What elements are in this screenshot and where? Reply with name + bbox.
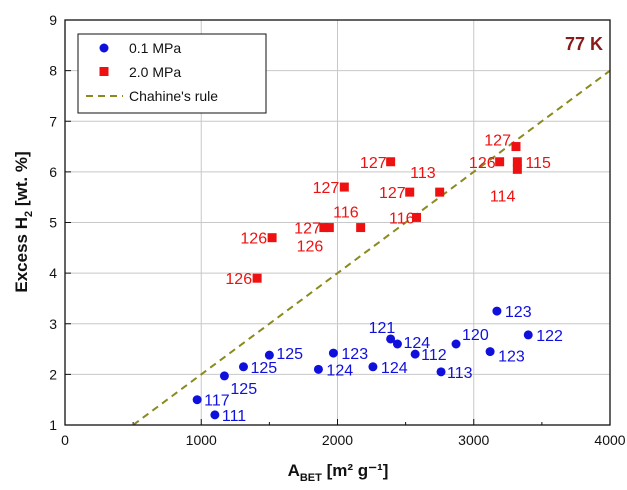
point-2.0mpa (386, 157, 396, 167)
point-label-0.1mpa: 122 (536, 328, 563, 345)
point-label-0.1mpa: 123 (498, 349, 525, 366)
y-tick-label: 8 (49, 63, 57, 79)
point-2.0mpa (252, 273, 262, 283)
point-0.1mpa (410, 349, 420, 359)
point-2.0mpa (435, 187, 445, 197)
point-0.1mpa (436, 367, 446, 377)
legend: 0.1 MPa 2.0 MPa Chahine's rule (77, 33, 267, 114)
point-2.0mpa (512, 164, 522, 174)
point-label-0.1mpa: 120 (462, 327, 489, 344)
y-tick-label: 4 (49, 265, 57, 281)
plot-frame (64, 19, 611, 426)
point-label-0.1mpa: 113 (447, 365, 473, 382)
y-tick-label: 2 (49, 366, 57, 382)
y-tick-label: 7 (49, 113, 57, 129)
point-label-0.1mpa: 125 (250, 360, 277, 377)
y-tick-label: 9 (49, 12, 57, 28)
legend-marker-2.0mpa (99, 67, 109, 76)
point-label-2.0mpa: 127 (360, 155, 387, 172)
x-axis-title-unit: [m² g⁻¹] (322, 461, 389, 480)
y-tick-label: 3 (49, 316, 57, 332)
point-0.1mpa (368, 362, 378, 372)
point-label-0.1mpa: 112 (421, 347, 447, 364)
y-axis-title: Excess H2 [wt. %] (12, 151, 35, 292)
point-label-2.0mpa: 127 (379, 185, 406, 202)
point-2.0mpa (412, 212, 422, 222)
point-2.0mpa (512, 157, 522, 167)
y-axis-title-unit: [wt. %] (12, 151, 31, 211)
point-label-2.0mpa: 127 (484, 133, 511, 150)
point-2.0mpa (356, 223, 366, 233)
legend-marker-0.1mpa (99, 43, 109, 53)
data-point-labels: 1171111251251251241231241211241121131201… (204, 133, 563, 425)
point-label-0.1mpa: 124 (326, 362, 353, 379)
point-label-0.1mpa: 124 (381, 360, 408, 377)
point-label-2.0mpa: 127 (313, 180, 340, 197)
y-axis-title-main: Excess H (12, 217, 31, 293)
point-0.1mpa (386, 334, 396, 344)
point-2.0mpa (405, 187, 415, 197)
point-label-2.0mpa: 126 (297, 239, 324, 256)
point-label-2.0mpa: 116 (333, 205, 359, 222)
point-2.0mpa (495, 157, 505, 167)
point-0.1mpa (523, 330, 533, 340)
x-tick-label: 0 (61, 432, 69, 448)
point-label-2.0mpa: 126 (469, 155, 496, 172)
point-label-0.1mpa: 121 (369, 320, 396, 337)
point-label-2.0mpa: 113 (410, 165, 436, 182)
x-axis-title: ABET [m² g⁻¹] (288, 461, 389, 484)
point-0.1mpa (238, 362, 248, 372)
temperature-annotation: 77 K (565, 34, 603, 54)
x-axis-title-subscript: BET (300, 472, 322, 484)
point-label-2.0mpa: 116 (389, 210, 415, 227)
point-label-0.1mpa: 111 (222, 408, 246, 425)
point-0.1mpa (328, 348, 338, 358)
legend-box (77, 33, 267, 114)
point-label-2.0mpa: 126 (225, 271, 252, 288)
point-label-0.1mpa: 123 (341, 346, 368, 363)
legend-label-0.1mpa: 0.1 MPa (129, 40, 181, 56)
point-label-0.1mpa: 123 (505, 304, 532, 321)
data-points (192, 142, 533, 420)
point-label-0.1mpa: 125 (230, 381, 257, 398)
chahine-rule-line (132, 69, 610, 425)
point-0.1mpa (451, 339, 461, 349)
point-0.1mpa (313, 364, 323, 374)
x-tick-label: 3000 (458, 432, 489, 448)
point-0.1mpa (210, 410, 220, 420)
x-axis-title-main: A (288, 461, 300, 480)
point-label-0.1mpa: 125 (276, 346, 303, 363)
point-0.1mpa (485, 347, 495, 357)
legend-label-chahine-rule: Chahine's rule (129, 88, 218, 104)
point-0.1mpa (192, 395, 202, 405)
y-axis-title-subscript: 2 (23, 211, 35, 217)
point-label-0.1mpa: 124 (403, 335, 430, 352)
point-0.1mpa (264, 350, 274, 360)
point-2.0mpa (267, 233, 277, 243)
point-label-2.0mpa: 115 (525, 155, 551, 172)
point-label-0.1mpa: 117 (204, 393, 230, 410)
x-tick-label: 2000 (322, 432, 353, 448)
point-label-2.0mpa: 114 (490, 188, 516, 205)
y-tick-label: 6 (49, 164, 57, 180)
legend-label-2.0mpa: 2.0 MPa (129, 64, 181, 80)
point-0.1mpa (219, 371, 229, 381)
point-label-2.0mpa: 126 (240, 231, 267, 248)
x-tick-label: 1000 (186, 432, 217, 448)
point-0.1mpa (392, 339, 402, 349)
y-tick-label: 1 (49, 417, 57, 433)
y-tick-label: 5 (49, 215, 57, 231)
point-2.0mpa (319, 223, 329, 233)
point-2.0mpa (324, 223, 334, 233)
point-0.1mpa (492, 306, 502, 316)
point-label-2.0mpa: 127 (294, 221, 321, 238)
point-2.0mpa (339, 182, 349, 192)
chahine-rule-line-group (132, 69, 610, 425)
point-2.0mpa (511, 142, 521, 152)
x-tick-label: 4000 (594, 432, 625, 448)
